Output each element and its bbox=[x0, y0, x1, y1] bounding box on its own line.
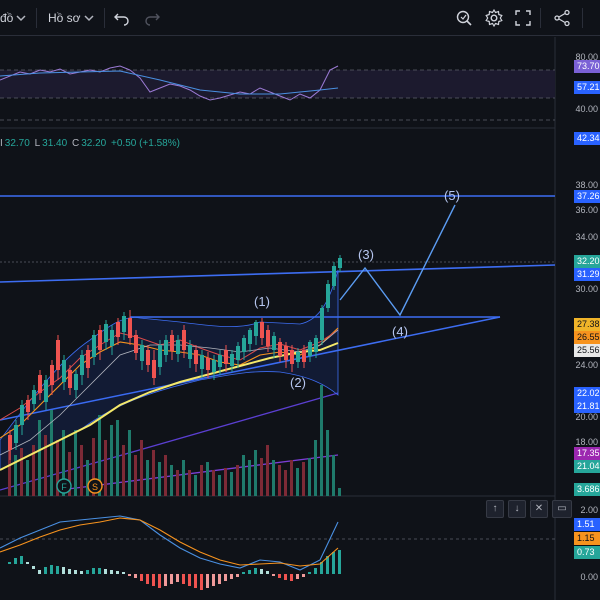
price-badge-volume-ma: 21.04 bbox=[574, 460, 600, 473]
macd-axis-tick: 0.00 bbox=[580, 572, 598, 582]
macd-signal-badge: 1.15 bbox=[574, 532, 600, 545]
rsi-ma-value-badge: 57.21 bbox=[574, 81, 600, 94]
event-marker-f-label: F bbox=[61, 482, 67, 492]
price-badge-band-upper: 22.02 bbox=[574, 387, 600, 400]
top-toolbar: đồ Hồ sơ bbox=[0, 0, 600, 36]
volume-badge: 3.686 bbox=[574, 483, 600, 496]
price-axis-tick: 34.00 bbox=[575, 232, 598, 242]
ohlc-close-value: 32.20 bbox=[81, 138, 107, 149]
ohlc-high-value: 32.70 bbox=[4, 138, 30, 149]
toolbar-separator bbox=[36, 8, 37, 28]
toolbar-separator bbox=[540, 8, 541, 28]
close-pane-icon[interactable]: ✕ bbox=[530, 500, 548, 518]
event-marker-s-label: S bbox=[92, 482, 98, 492]
ohlc-low-value: 31.40 bbox=[42, 138, 68, 149]
rsi-band bbox=[0, 70, 555, 98]
ohlc-close-prefix: C bbox=[71, 138, 80, 149]
undo-icon[interactable] bbox=[112, 8, 132, 28]
volume-bars bbox=[8, 385, 341, 496]
price-axis-tick: 30.00 bbox=[575, 284, 598, 294]
event-marker-s[interactable] bbox=[87, 478, 103, 494]
price-badge-trend: 31.29 bbox=[574, 268, 600, 281]
ohlc-change: +0.50 (+1.58%) bbox=[111, 138, 180, 149]
macd-line bbox=[0, 515, 339, 571]
chevron-down-icon[interactable] bbox=[82, 9, 96, 27]
toolbar-separator bbox=[104, 8, 105, 28]
wave-label-3: (3) bbox=[358, 247, 374, 262]
rsi-axis-tick: 80.00 bbox=[575, 52, 598, 62]
price-badge-ma-yellow: 27.38 bbox=[574, 318, 600, 331]
macd-hist-badge: 0.73 bbox=[574, 546, 600, 559]
maximize-pane-icon[interactable]: ▭ bbox=[552, 500, 572, 518]
macd-axis-tick: 2.00 bbox=[580, 505, 598, 515]
ohlc-high-prefix: I bbox=[0, 138, 3, 149]
macd-value-badge: 1.51 bbox=[574, 518, 600, 531]
chart-type-label[interactable]: đồ bbox=[0, 11, 14, 25]
gear-icon[interactable] bbox=[484, 8, 504, 28]
rsi-value-badge: 73.70 bbox=[574, 60, 600, 73]
zoom-search-icon[interactable] bbox=[454, 8, 474, 28]
macd-signal-line bbox=[0, 517, 339, 567]
share-icon[interactable] bbox=[552, 8, 572, 28]
price-badge-ma-orange: 26.55 bbox=[574, 331, 600, 344]
rsi-axis-tick: 40.00 bbox=[575, 104, 598, 114]
price-axis-tick: 38.00 bbox=[575, 180, 598, 190]
chevron-down-icon[interactable] bbox=[14, 9, 28, 27]
price-badge-ma-white: 25.56 bbox=[574, 344, 600, 357]
price-badge-line: 42.34 bbox=[574, 132, 600, 145]
move-down-icon[interactable]: ↓ bbox=[508, 500, 526, 518]
price-badge-resistance: 37.26 bbox=[574, 190, 600, 203]
rsi-line bbox=[0, 65, 339, 101]
elliott-wave-projection bbox=[339, 204, 456, 317]
trend-line bbox=[0, 264, 556, 283]
ohlc-legend: I 32.70 L 31.40 C 32.20 +0.50 (+1.58%) bbox=[0, 138, 182, 149]
price-badge-long-ma: 17.35 bbox=[574, 447, 600, 460]
toolbar-separator bbox=[582, 8, 583, 28]
fullscreen-icon[interactable] bbox=[513, 8, 533, 28]
wave-label-1: (1) bbox=[254, 294, 270, 309]
rsi-ma-line bbox=[0, 70, 339, 95]
redo-icon[interactable] bbox=[142, 8, 162, 28]
price-badge-band-lower: 21.81 bbox=[574, 400, 600, 413]
price-axis-tick: 18.00 bbox=[575, 437, 598, 447]
macd-histogram bbox=[8, 550, 341, 590]
candles bbox=[8, 255, 342, 460]
wave-label-4: (4) bbox=[392, 324, 408, 339]
price-axis-tick: 24.00 bbox=[575, 360, 598, 370]
move-up-icon[interactable]: ↑ bbox=[486, 500, 504, 518]
triangle-bottom-line bbox=[0, 316, 501, 421]
profile-menu[interactable]: Hồ sơ bbox=[48, 11, 81, 25]
event-marker-f[interactable] bbox=[56, 478, 72, 494]
wave-label-2: (2) bbox=[290, 375, 306, 390]
ohlc-low-prefix: L bbox=[34, 138, 41, 149]
price-badge-last: 32.20 bbox=[574, 255, 600, 268]
price-axis-tick: 36.00 bbox=[575, 205, 598, 215]
price-axis-tick: 20.00 bbox=[575, 412, 598, 422]
wave-label-5: (5) bbox=[444, 188, 460, 203]
